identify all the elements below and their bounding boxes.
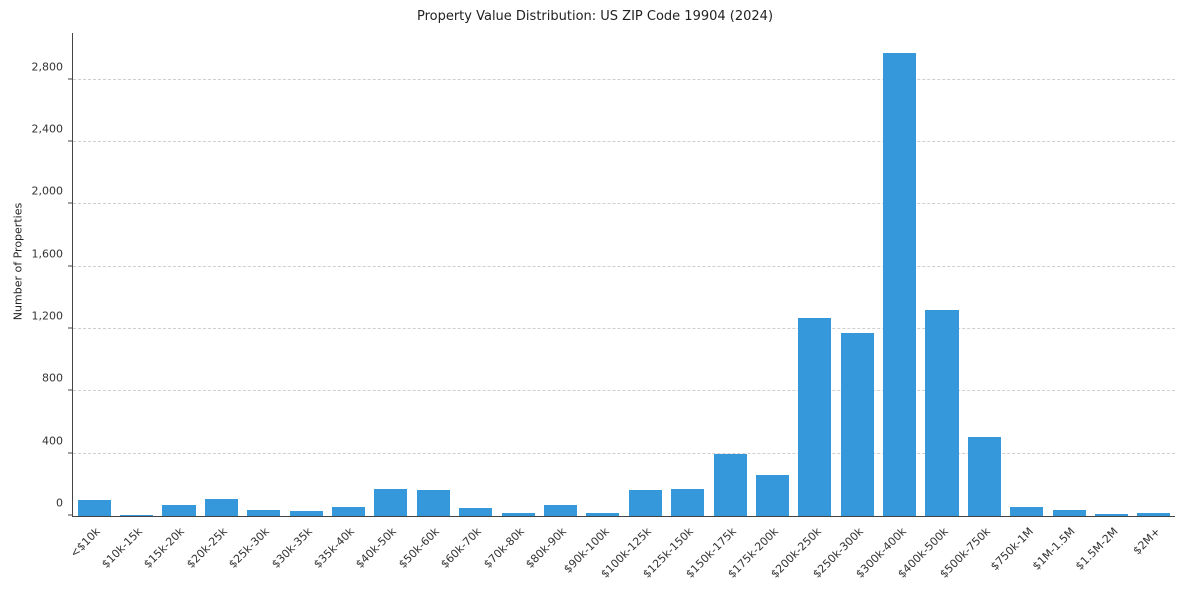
bar-slot [327,33,369,516]
bar-slot [878,33,920,516]
bar-slot [1048,33,1090,516]
bar-$10k-15k [120,515,154,516]
bar-slot [751,33,793,516]
y-tick-mark [68,452,73,454]
bar-slot [624,33,666,516]
bar-$90k-100k [586,512,620,516]
y-tick-mark [68,140,73,142]
gridline [73,141,1175,143]
y-tick-label: 0 [56,496,63,510]
bar-$2M+ [1137,512,1171,516]
y-tick-mark [68,514,73,516]
bar-$750k-1M [1010,507,1044,516]
y-tick-mark [68,389,73,391]
y-tick-label: 2,800 [31,60,64,74]
bar-slot [963,33,1005,516]
bar-$40k-50k [374,488,408,516]
gridline [73,78,1175,80]
y-tick-label: 800 [42,371,63,385]
bar-slot [412,33,454,516]
bar-$15k-20k [162,505,196,516]
bar-slot [1133,33,1175,516]
bar-slot [836,33,878,516]
bar-slot [1006,33,1048,516]
y-tick-label: 1,200 [31,309,64,323]
bar-slot [455,33,497,516]
bar-$150k-175k [713,454,747,516]
bars-row [73,33,1175,516]
bar-slot [158,33,200,516]
x-cell: $2M+ [1130,517,1175,587]
bar-slot [1090,33,1132,516]
gridline [73,328,1175,330]
y-tick-label: 1,600 [31,247,64,261]
chart-title: Property Value Distribution: US ZIP Code… [416,9,774,24]
y-tick-label: 400 [42,434,63,448]
bar-$400k-500k [925,310,959,516]
gridline [73,203,1175,205]
x-axis: <$10k $10k-15k $15k-20k $20k-25k $25k-30k $30… [67,517,1175,587]
y-tick-mark [68,265,73,267]
bar-$100k-125k [628,490,662,516]
bar-$80k-90k [543,505,578,516]
y-tick-label: 2,400 [31,122,64,136]
bar-$50k-60k [416,490,450,516]
x-tick-label: $2M+ [1130,525,1163,558]
bar-$1M-1.5M [1052,509,1086,516]
plot-area: 0 400 800 1,200 1,600 2,000 2,400 2,800 [32,33,1175,517]
gridline [73,390,1175,392]
y-tick-mark [68,327,73,329]
y-tick-mark [68,202,73,204]
bar-slot [285,33,327,516]
bar-slot [497,33,539,516]
bar-$200k-250k [798,318,832,516]
gridline [73,265,1175,267]
x-cell: $1.5M-2M [1073,517,1132,587]
bar-slot [709,33,751,516]
bar-$60k-70k [459,508,493,516]
bar-$25k-30k [247,509,281,516]
bar-$300k-400k [883,53,917,516]
bar-slot [115,33,157,516]
bar-$1.5M-2M [1095,513,1129,516]
bar-slot [582,33,624,516]
y-tick-mark [68,78,73,80]
bar-slot [921,33,963,516]
bar-$20k-25k [204,498,238,516]
y-axis-label: Number of Properties [11,202,25,321]
bar-slot [243,33,285,516]
bar-slot [666,33,708,516]
bar-slot [200,33,242,516]
bar-slot [370,33,412,516]
bar-slot [794,33,836,516]
bar-slot [539,33,581,516]
bar-slot [73,33,115,516]
bar-<$10k [77,500,111,516]
bar-$500k-750k [967,436,1001,516]
bar-$125k-150k [671,488,705,516]
x-tick-label: <$10k [67,525,103,561]
bar-$30k-35k [289,511,323,516]
gridline [73,452,1175,454]
bar-$250k-300k [840,332,874,516]
bar-$175k-200k [755,474,789,516]
bar-$35k-40k [332,507,366,516]
bar-$70k-80k [501,512,535,516]
y-tick-label: 2,000 [31,184,64,198]
